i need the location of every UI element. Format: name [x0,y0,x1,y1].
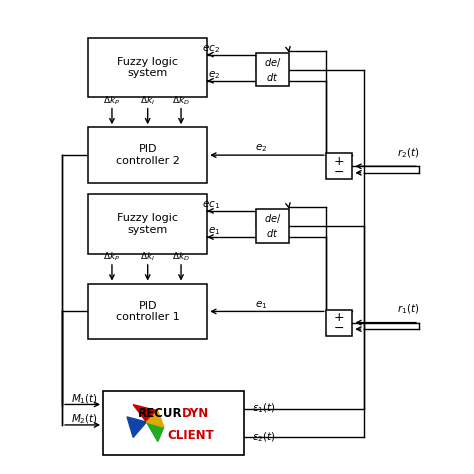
Text: $\Delta k_I$: $\Delta k_I$ [140,94,155,107]
Text: $r_1(t)$: $r_1(t)$ [397,303,419,316]
Text: $e_2$: $e_2$ [208,69,220,81]
Text: −: − [334,322,345,335]
Bar [88,283,207,339]
Text: $e_2$: $e_2$ [255,143,267,155]
Text: Fuzzy logic
system: Fuzzy logic system [117,213,178,235]
Bar [103,392,245,455]
Bar [255,53,289,86]
Text: CLIENT: CLIENT [167,429,214,442]
Text: PID
controller 1: PID controller 1 [116,301,180,322]
Text: $\Delta k_P$: $\Delta k_P$ [103,250,120,263]
Polygon shape [127,417,146,438]
Text: $M_2(t)$: $M_2(t)$ [72,412,99,426]
Bar [326,153,352,179]
Text: +: + [334,311,345,324]
Bar [326,310,352,336]
Text: $ec_2$: $ec_2$ [202,43,220,55]
Bar [88,38,207,98]
Text: $e_1$: $e_1$ [208,226,220,237]
Text: $de/$
$dt$: $de/$ $dt$ [264,56,281,83]
Text: $\Delta k_I$: $\Delta k_I$ [140,250,155,263]
Text: $\Delta k_P$: $\Delta k_P$ [103,94,120,107]
Text: DYN: DYN [182,407,210,420]
Text: $\varepsilon_2(t)$: $\varepsilon_2(t)$ [252,430,276,444]
Text: $\Delta k_D$: $\Delta k_D$ [172,250,190,263]
Text: $\Delta k_D$: $\Delta k_D$ [172,94,190,107]
Text: −: − [334,165,345,179]
Text: $de/$
$dt$: $de/$ $dt$ [264,212,281,239]
Polygon shape [133,405,158,422]
Polygon shape [146,422,164,441]
Polygon shape [146,411,164,427]
Text: $M_1(t)$: $M_1(t)$ [72,392,99,406]
Text: PID
controller 2: PID controller 2 [116,144,180,166]
Bar [255,209,289,243]
Text: $\varepsilon_1(t)$: $\varepsilon_1(t)$ [252,402,276,415]
Bar [88,127,207,183]
Text: $r_2(t)$: $r_2(t)$ [397,146,419,160]
Bar [88,194,207,254]
Text: $ec_1$: $ec_1$ [202,200,220,211]
Text: Fuzzy logic
system: Fuzzy logic system [117,57,178,79]
Text: $e_1$: $e_1$ [255,299,267,310]
Text: +: + [334,155,345,168]
Text: RECUR: RECUR [137,407,182,420]
